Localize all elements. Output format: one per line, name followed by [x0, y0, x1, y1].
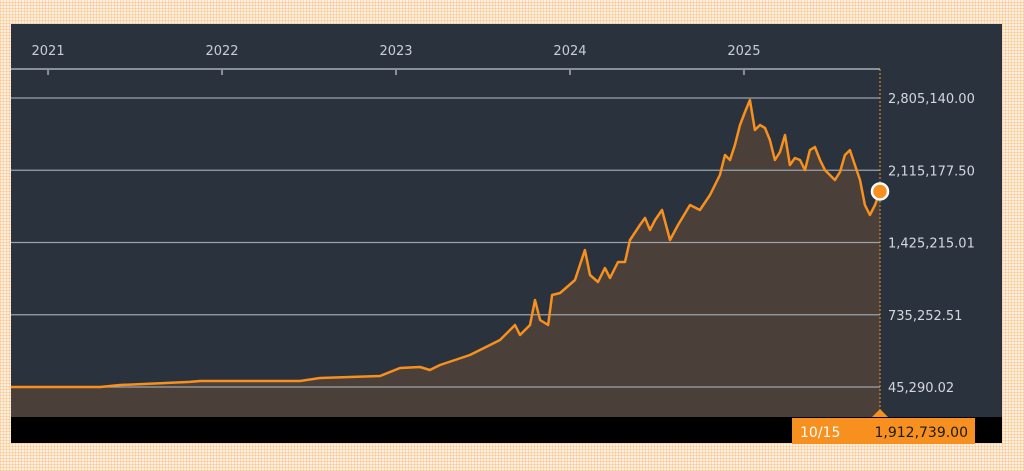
y-tick-label: 2,805,140.00: [888, 92, 975, 107]
current-point-marker[interactable]: [870, 182, 890, 201]
x-tick-label: 2025: [727, 44, 760, 59]
area-fill: [11, 100, 880, 417]
y-tick-label: 735,252.51: [888, 309, 962, 324]
series-line: [11, 98, 882, 389]
tooltip-box: [792, 418, 975, 444]
tooltip-date: 10/15: [800, 425, 840, 441]
tooltip-value: 1,912,739.00: [874, 425, 968, 441]
x-tick-label: 2023: [379, 44, 412, 59]
y-tick-label: 1,425,215.01: [888, 237, 975, 252]
y-tick-label: 2,115,177.50: [888, 164, 975, 179]
tooltip-pointer: [872, 409, 888, 417]
x-tick-label: 2021: [32, 44, 65, 59]
x-tick-label: 2024: [553, 44, 586, 59]
y-tick-label: 45,290.02: [888, 381, 954, 396]
x-tick-label: 2022: [205, 44, 238, 59]
